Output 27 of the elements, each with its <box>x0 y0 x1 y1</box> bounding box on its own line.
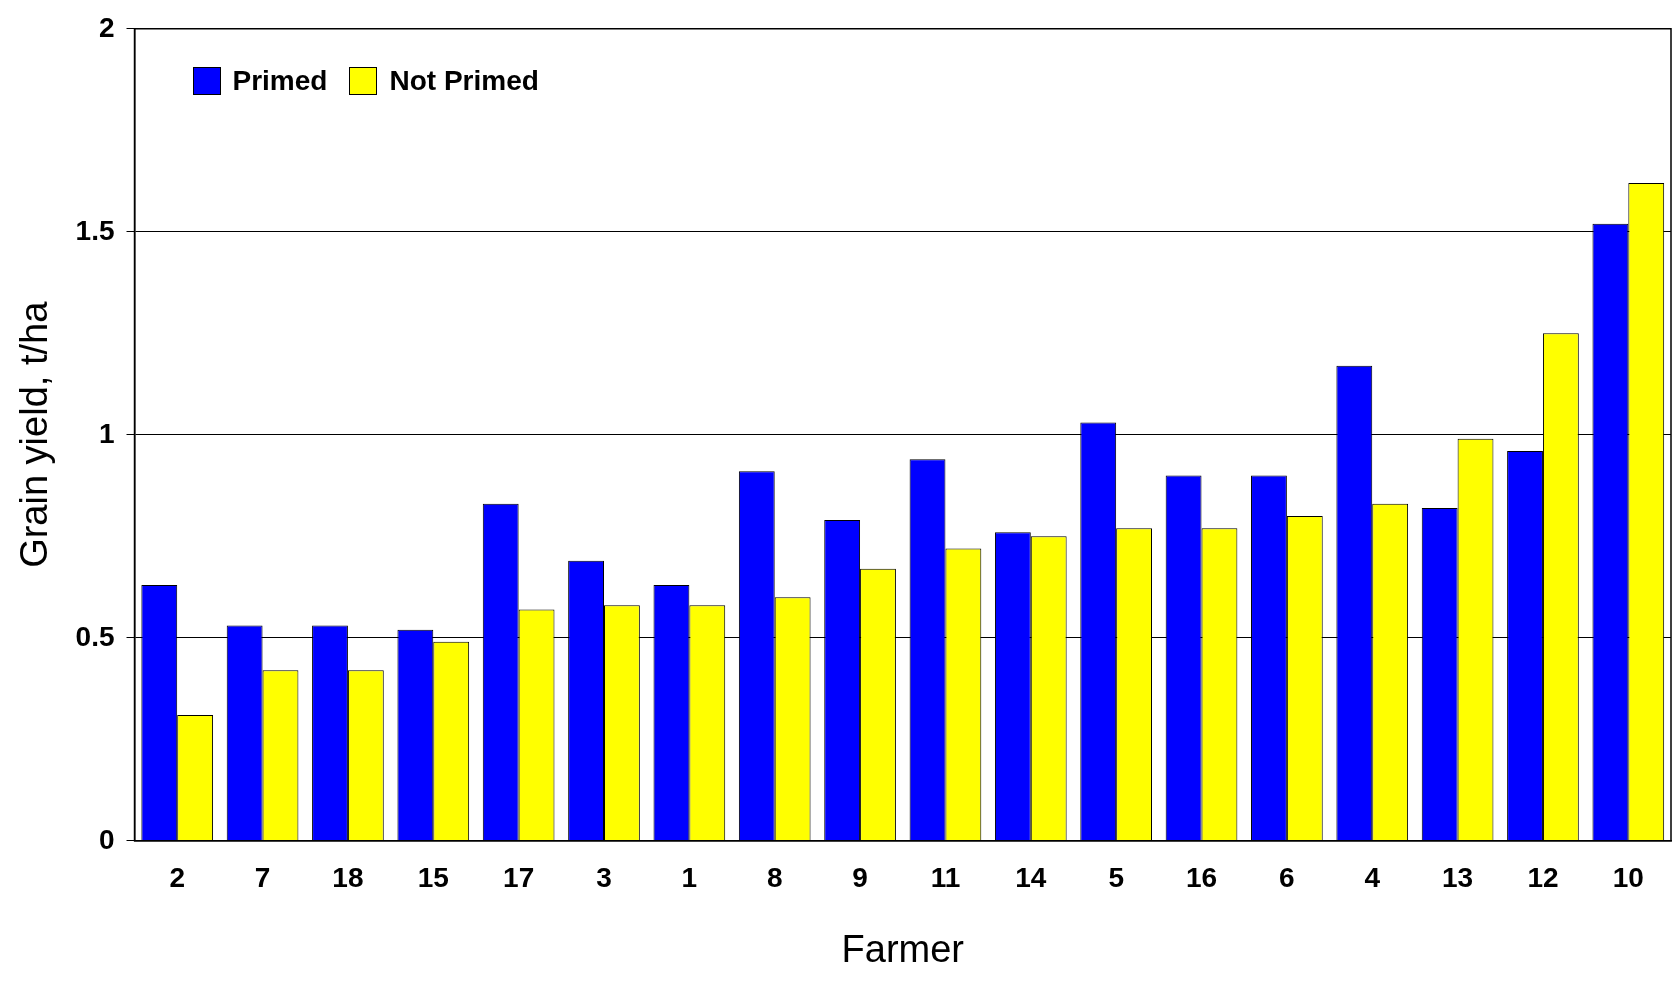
legend-label: Primed <box>232 64 328 97</box>
x-tick-label: 13 <box>1442 862 1474 894</box>
x-tick-label: 10 <box>1612 862 1644 894</box>
x-tick-label: 3 <box>596 862 612 894</box>
y-tick-label: 1 <box>98 417 115 449</box>
x-tick-label: 6 <box>1279 862 1295 894</box>
x-tick-label: 5 <box>1108 862 1124 894</box>
y-tick-label: 2 <box>98 11 115 43</box>
x-tick-label: 1 <box>681 862 698 894</box>
x-tick-label: 11 <box>930 862 961 894</box>
x-axis-title: Farmer <box>841 927 965 970</box>
x-tick-label: 2 <box>169 862 185 894</box>
y-axis-title: Grain yield, t/ha <box>13 300 56 568</box>
x-tick-label: 14 <box>1015 862 1047 894</box>
x-tick-label: 12 <box>1527 862 1559 894</box>
x-tick-label: 16 <box>1185 862 1218 894</box>
y-tick-label: 0.5 <box>75 620 115 652</box>
x-tick-label: 9 <box>852 862 868 894</box>
legend-label: Not Primed <box>389 64 539 97</box>
x-tick-label: 17 <box>503 862 535 894</box>
x-tick-label: 8 <box>766 862 783 894</box>
x-tick-label: 7 <box>254 862 271 894</box>
x-tick-label: 15 <box>417 862 449 894</box>
y-tick-label: 1.5 <box>75 214 115 246</box>
x-tick-label: 4 <box>1364 862 1381 894</box>
y-tick-label: 0 <box>98 823 115 855</box>
x-tick-label: 18 <box>332 862 364 894</box>
